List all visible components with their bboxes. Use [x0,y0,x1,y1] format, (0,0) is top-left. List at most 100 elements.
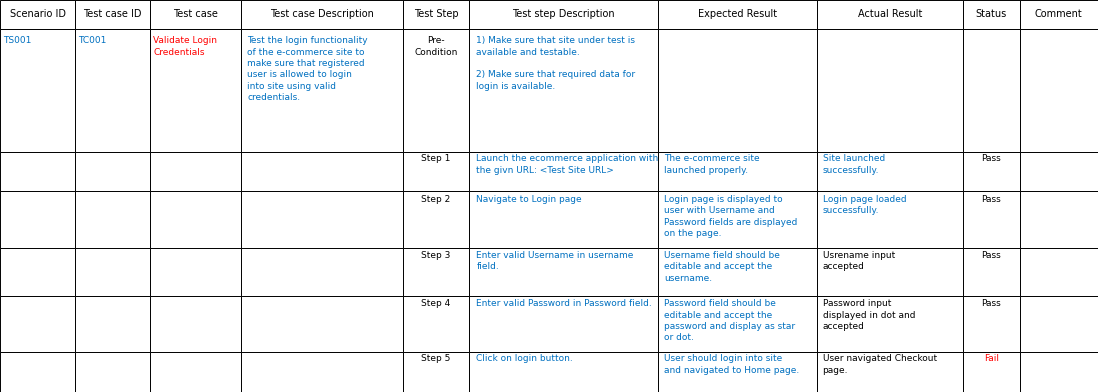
Bar [149,152,240,191]
Bar [403,296,469,352]
Bar [1020,352,1098,392]
Bar [149,248,240,296]
Bar [149,296,240,352]
Text: Test the login functionality
of the e-commerce site to
make sure that registered: Test the login functionality of the e-co… [247,36,368,102]
Bar [149,0,240,29]
Text: Step 3: Step 3 [422,250,450,260]
Text: Comment: Comment [1035,9,1083,20]
Text: Click on login button.: Click on login button. [477,354,573,363]
Bar [0,0,75,29]
Bar [817,152,963,191]
Bar [149,352,240,392]
Bar [658,248,817,296]
Bar [817,248,963,296]
Text: Pre-
Condition: Pre- Condition [414,36,458,56]
Text: Status: Status [976,9,1007,20]
Text: Test case ID: Test case ID [83,9,142,20]
Text: Test case Description: Test case Description [270,9,373,20]
Bar [658,152,817,191]
Bar [963,191,1020,248]
Text: 1) Make sure that site under test is
available and testable.

2) Make sure that : 1) Make sure that site under test is ava… [477,36,636,91]
Bar [1020,248,1098,296]
Bar [403,352,469,392]
Bar [963,29,1020,152]
Text: Pass: Pass [982,250,1001,260]
Bar [240,352,403,392]
Text: TS001: TS001 [3,36,32,45]
Text: User should login into site
and navigated to Home page.: User should login into site and navigate… [664,354,799,375]
Text: Step 4: Step 4 [422,299,450,308]
Bar [963,352,1020,392]
Text: Expected Result: Expected Result [697,9,776,20]
Text: Actual Result: Actual Result [858,9,922,20]
Text: Fail: Fail [984,354,999,363]
Bar [817,352,963,392]
Bar [403,248,469,296]
Bar [963,152,1020,191]
Text: Step 1: Step 1 [422,154,450,163]
Bar [75,29,149,152]
Bar [75,296,149,352]
Text: User navigated Checkout
page.: User navigated Checkout page. [822,354,937,375]
Bar [469,191,658,248]
Bar [240,0,403,29]
Bar [963,248,1020,296]
Text: Validate Login
Credentials: Validate Login Credentials [154,36,217,56]
Bar [469,248,658,296]
Bar [658,29,817,152]
Text: Login page loaded
successfully.: Login page loaded successfully. [822,195,906,215]
Bar [658,191,817,248]
Text: Usrename input
accepted: Usrename input accepted [822,250,895,271]
Bar [817,29,963,152]
Bar [1020,152,1098,191]
Bar [0,248,75,296]
Text: The e-commerce site
launched properly.: The e-commerce site launched properly. [664,154,760,174]
Text: Username field should be
editable and accept the
username.: Username field should be editable and ac… [664,250,780,283]
Bar [75,152,149,191]
Bar [963,296,1020,352]
Bar [1020,29,1098,152]
Bar [0,191,75,248]
Bar [403,152,469,191]
Text: Test Step: Test Step [414,9,458,20]
Text: Step 5: Step 5 [422,354,450,363]
Bar [658,0,817,29]
Text: Test step Description: Test step Description [512,9,615,20]
Bar [658,352,817,392]
Bar [963,0,1020,29]
Bar [0,296,75,352]
Bar [240,248,403,296]
Bar [403,0,469,29]
Bar [817,191,963,248]
Bar [469,0,658,29]
Text: Enter valid Password in Password field.: Enter valid Password in Password field. [477,299,652,308]
Bar [75,248,149,296]
Text: Login page is displayed to
user with Username and
Password fields are displayed
: Login page is displayed to user with Use… [664,195,797,238]
Text: Launch the ecommerce application with
the givn URL: <Test Site URL>: Launch the ecommerce application with th… [477,154,659,174]
Bar [149,29,240,152]
Bar [469,29,658,152]
Bar [817,296,963,352]
Bar [149,191,240,248]
Bar [240,296,403,352]
Text: Step 2: Step 2 [422,195,450,204]
Text: Password field should be
editable and accept the
password and display as star
or: Password field should be editable and ac… [664,299,795,343]
Text: TC001: TC001 [78,36,107,45]
Bar [403,29,469,152]
Bar [469,152,658,191]
Bar [469,352,658,392]
Bar [75,352,149,392]
Bar [1020,191,1098,248]
Text: Password input
displayed in dot and
accepted: Password input displayed in dot and acce… [822,299,915,331]
Text: Pass: Pass [982,195,1001,204]
Text: Site launched
successfully.: Site launched successfully. [822,154,885,174]
Bar [1020,0,1098,29]
Text: Scenario ID: Scenario ID [10,9,66,20]
Text: Enter valid Username in username
field.: Enter valid Username in username field. [477,250,634,271]
Bar [403,191,469,248]
Bar [0,152,75,191]
Bar [240,29,403,152]
Bar [0,29,75,152]
Text: Pass: Pass [982,299,1001,308]
Bar [658,296,817,352]
